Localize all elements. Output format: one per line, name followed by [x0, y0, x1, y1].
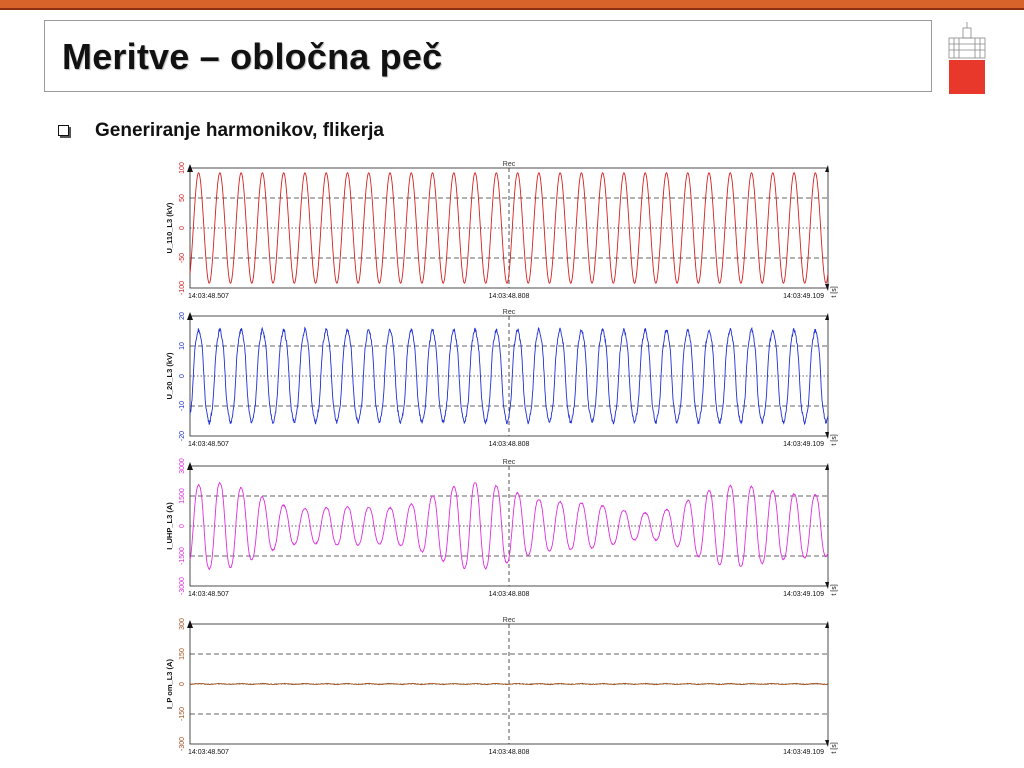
y-tick-label: -3000: [179, 577, 186, 595]
chart-panel-u110: Rec 100 50 0 -50 -100 U_110_L3 (kV) 14:03:48.50…: [164, 158, 844, 308]
y-tick-label: 150: [179, 648, 186, 660]
chart-u110: Rec 100 50 0 -50 -100 U_110_L3 (kV) 14:03:48.50…: [165, 161, 838, 300]
y-tick-label: 1500: [179, 488, 186, 504]
university-logo: [946, 22, 988, 96]
time-label: 14:03:49.109: [783, 441, 824, 448]
end-marker: [825, 313, 829, 320]
time-unit-label: t [s]: [831, 286, 838, 297]
time-label: 14:03:48.808: [489, 293, 530, 300]
chart-panel-u20: Rec 20 10 0 -10 -20 U_20_L3 (kV) 14:03:48.507 14…: [164, 306, 844, 456]
y-tick-label: -20: [179, 431, 186, 441]
y-tick-label: -50: [179, 253, 186, 263]
y-tick-label: 0: [179, 374, 186, 378]
end-marker: [825, 463, 829, 470]
y-axis-arrow: [187, 462, 193, 470]
time-unit-label: t [s]: [831, 742, 838, 753]
y-tick-label: 0: [179, 524, 186, 528]
y-tick-label: -150: [179, 707, 186, 721]
y-tick-label: -100: [179, 281, 186, 295]
y-axis-arrow: [187, 312, 193, 320]
y-tick-label: 10: [179, 342, 186, 350]
y-axis-arrow: [187, 620, 193, 628]
time-label: 14:03:48.808: [489, 749, 530, 756]
chart-panel-ipom: Rec 300 150 0 -150 -300 I_P om_L3 (A) 14:03:48.…: [164, 614, 844, 764]
end-marker: [825, 582, 829, 589]
chart-u20: Rec 20 10 0 -10 -20 U_20_L3 (kV) 14:03:48.507 14…: [165, 309, 838, 448]
end-marker: [825, 165, 829, 172]
chart-panel-iuhp: Rec 3000 1500 0 -1500 -3000 I_UHP_L3 (A) 14:03:…: [164, 456, 844, 606]
waveform-series: [189, 481, 829, 571]
y-axis-label: U_110_L3 (kV): [165, 202, 174, 253]
end-marker: [825, 432, 829, 439]
time-label: 14:03:48.507: [188, 293, 229, 300]
top-accent-bar: [0, 0, 1024, 8]
rec-label: Rec: [503, 309, 516, 316]
chart-ipom: Rec 300 150 0 -150 -300 I_P om_L3 (A) 14:03:48.…: [165, 617, 838, 756]
slide-title: Meritve – obločna peč: [62, 36, 443, 77]
rec-label: Rec: [503, 459, 516, 466]
y-tick-label: 0: [179, 682, 186, 686]
waveform-series: [189, 682, 829, 686]
y-axis-label: U_20_L3 (kV): [165, 352, 174, 400]
title-frame: [44, 20, 932, 92]
top-accent-line: [0, 8, 1024, 10]
time-label: 14:03:49.109: [783, 591, 824, 598]
y-tick-label: -300: [179, 737, 186, 751]
chart-iuhp: Rec 3000 1500 0 -1500 -3000 I_UHP_L3 (A) 14:03:…: [165, 458, 838, 598]
bullet-marker: [58, 125, 69, 136]
time-label: 14:03:49.109: [783, 293, 824, 300]
rec-label: Rec: [503, 617, 516, 624]
waveform-series: [189, 326, 829, 426]
end-marker: [825, 284, 829, 291]
y-tick-label: 300: [179, 618, 186, 630]
y-tick-label: -10: [179, 401, 186, 411]
time-label: 14:03:48.507: [188, 749, 229, 756]
y-tick-label: 100: [179, 162, 186, 174]
time-unit-label: t [s]: [831, 434, 838, 445]
y-tick-label: 20: [179, 312, 186, 320]
bullet-text: Generiranje harmonikov, flikerja: [95, 120, 384, 141]
end-marker: [825, 621, 829, 628]
time-label: 14:03:48.507: [188, 441, 229, 448]
y-tick-label: -1500: [179, 547, 186, 565]
y-axis-label: I_P om_L3 (A): [165, 659, 174, 709]
time-label: 14:03:49.109: [783, 749, 824, 756]
y-axis-label: I_UHP_L3 (A): [165, 502, 174, 550]
y-tick-label: 0: [179, 226, 186, 230]
time-label: 14:03:48.507: [188, 591, 229, 598]
y-tick-label: 50: [179, 194, 186, 202]
waveform-series: [189, 172, 829, 284]
time-unit-label: t [s]: [831, 584, 838, 595]
time-label: 14:03:48.808: [489, 591, 530, 598]
end-marker: [825, 740, 829, 747]
y-axis-arrow: [187, 164, 193, 172]
rec-label: Rec: [503, 161, 516, 168]
time-label: 14:03:48.808: [489, 441, 530, 448]
y-tick-label: 3000: [179, 458, 186, 474]
